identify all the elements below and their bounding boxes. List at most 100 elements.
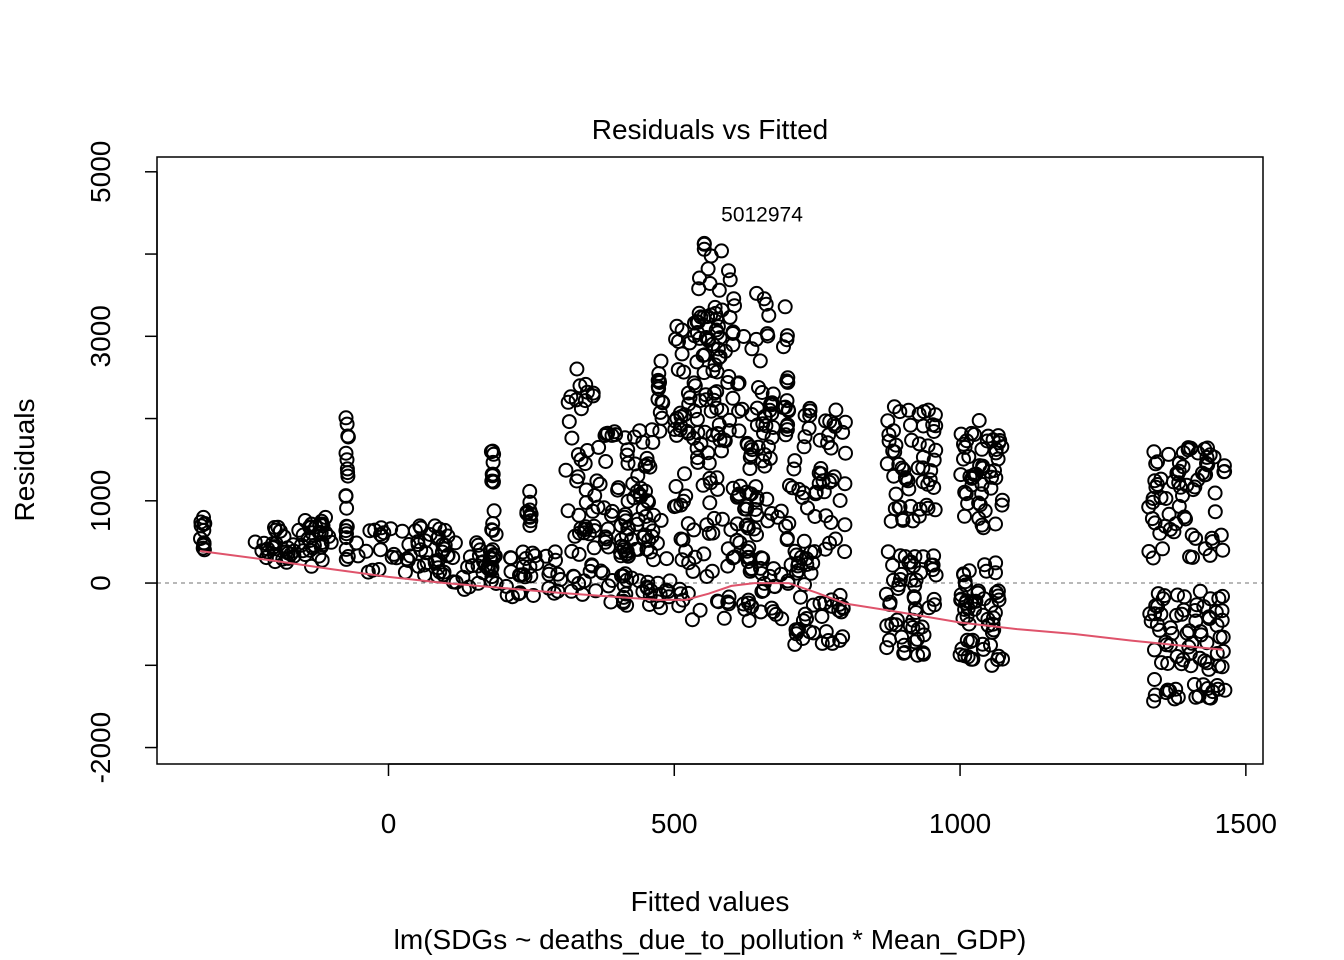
residual-point	[823, 440, 839, 456]
residual-point	[707, 357, 723, 373]
residual-point	[655, 395, 671, 411]
residual-point	[270, 519, 286, 535]
residual-point	[584, 557, 600, 573]
y-tick-label: 1000	[85, 470, 116, 532]
residual-point	[1202, 547, 1218, 563]
residual-point	[247, 534, 263, 550]
residual-point	[1162, 620, 1178, 636]
residual-point	[880, 544, 896, 560]
residual-point	[680, 385, 696, 401]
residual-point	[995, 651, 1010, 667]
residual-point	[725, 324, 741, 340]
residual-point	[196, 535, 212, 551]
residual-point	[764, 430, 780, 445]
residual-point	[304, 516, 320, 532]
residual-point	[697, 347, 713, 363]
residual-point	[879, 640, 895, 656]
residual-point	[828, 402, 844, 418]
residual-point	[897, 645, 913, 661]
residual-point	[522, 502, 538, 518]
residual-point	[925, 557, 941, 573]
residual-point	[1215, 588, 1230, 604]
x-tick-label: 0	[381, 808, 397, 839]
residual-point	[627, 456, 643, 472]
residual-point	[779, 332, 795, 348]
residual-point	[826, 416, 842, 432]
residual-point	[633, 480, 649, 496]
y-tick-label: 3000	[85, 305, 116, 367]
residual-point	[641, 494, 656, 510]
residual-point	[796, 439, 812, 455]
residual-point	[485, 473, 501, 489]
residual-point	[538, 548, 554, 564]
residual-point	[504, 589, 520, 605]
lowess-smooth-line	[199, 550, 1224, 651]
residual-point	[818, 508, 834, 524]
residual-point	[637, 458, 653, 474]
residual-point	[802, 400, 818, 416]
residual-point	[1187, 479, 1203, 495]
residual-point	[619, 597, 635, 613]
residual-point	[1194, 465, 1210, 481]
residual-point	[959, 433, 975, 449]
residual-point	[927, 502, 943, 518]
residual-point	[1143, 613, 1159, 629]
residual-point	[752, 353, 768, 369]
y-axis-label: Residuals	[9, 399, 40, 522]
residual-point	[988, 555, 1004, 571]
residual-point	[642, 588, 658, 604]
residual-point	[755, 453, 771, 469]
residual-point	[1200, 681, 1216, 696]
residual-point	[812, 595, 828, 611]
residual-point	[797, 606, 813, 622]
residual-point	[957, 508, 972, 524]
residual-point	[731, 423, 747, 439]
residual-point	[808, 486, 824, 502]
outlier-label: 5012974	[721, 204, 803, 227]
residual-point	[716, 610, 732, 626]
residual-point	[726, 291, 742, 307]
residual-point	[820, 633, 836, 648]
residual-point	[822, 535, 837, 551]
residual-point	[668, 479, 684, 494]
residual-point	[1196, 599, 1212, 615]
residual-point	[758, 296, 774, 312]
residual-point	[957, 602, 973, 617]
residual-point	[892, 499, 908, 515]
residual-point	[632, 423, 648, 439]
residual-point	[488, 526, 504, 542]
residual-point	[709, 384, 725, 400]
residual-point	[791, 481, 807, 497]
residual-point	[195, 540, 211, 556]
residual-point	[448, 574, 464, 590]
residual-point	[1193, 627, 1209, 643]
residual-point	[1170, 587, 1185, 603]
residual-point	[956, 436, 971, 452]
residual-point	[915, 449, 931, 465]
residual-point	[915, 549, 931, 565]
residual-point	[637, 527, 653, 543]
residual-point	[339, 526, 354, 542]
residual-point	[720, 375, 736, 390]
residual-point	[650, 372, 666, 388]
residual-point	[1150, 454, 1165, 470]
residual-point	[1152, 622, 1168, 638]
residual-point	[725, 390, 741, 406]
residual-point	[878, 586, 894, 602]
residual-point	[1141, 499, 1157, 515]
residual-point	[824, 473, 840, 488]
residual-point	[760, 439, 776, 455]
residual-point	[1174, 606, 1190, 622]
residual-point	[649, 535, 665, 551]
residual-point	[1199, 449, 1215, 465]
residual-point	[837, 544, 853, 560]
residual-point	[572, 525, 587, 541]
x-tick-label: 500	[651, 808, 698, 839]
residual-point	[461, 579, 477, 595]
residual-point	[616, 593, 631, 609]
annotation-layer: 5012974	[721, 204, 803, 227]
residual-point	[743, 599, 759, 615]
residual-point	[305, 540, 321, 556]
residual-point	[988, 565, 1003, 581]
residual-point	[669, 498, 685, 514]
